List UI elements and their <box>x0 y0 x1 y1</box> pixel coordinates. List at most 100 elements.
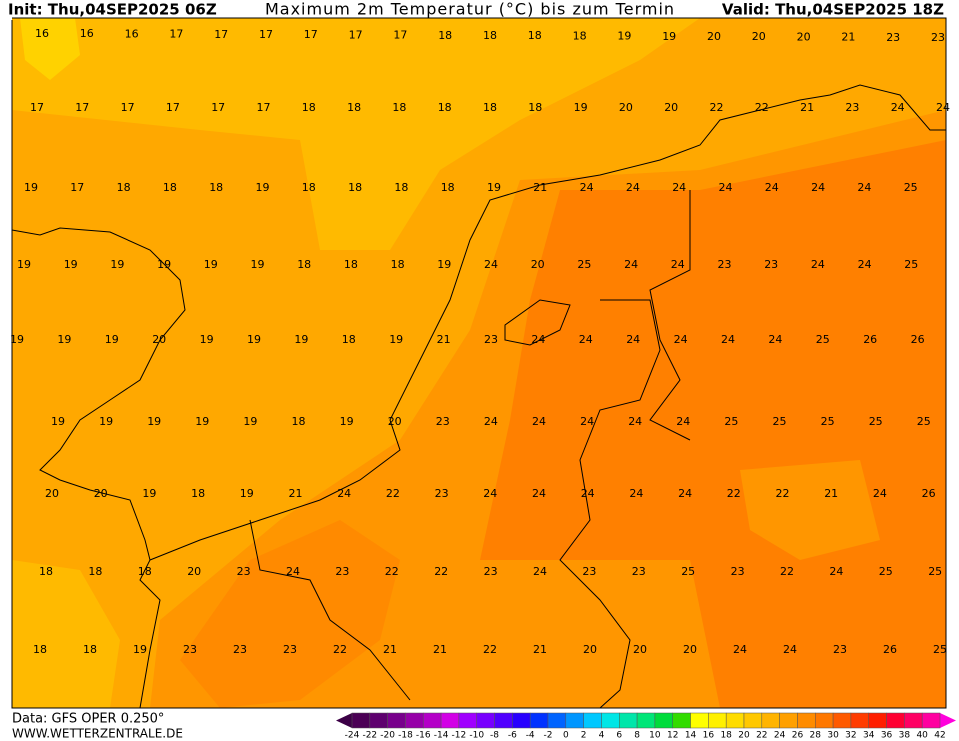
temperature-value: 21 <box>437 333 451 346</box>
legend-label: -2 <box>544 731 553 741</box>
temperature-value: 19 <box>662 30 676 43</box>
temperature-value: 24 <box>936 101 950 114</box>
legend-label: 18 <box>720 731 732 741</box>
valid-time: Valid: Thu,04SEP2025 18Z <box>722 1 944 19</box>
temperature-value: 24 <box>531 333 545 346</box>
temperature-value: 18 <box>483 29 497 42</box>
temperature-value: 17 <box>30 101 44 114</box>
legend-swatch <box>725 712 745 729</box>
legend-swatch <box>512 712 531 729</box>
temperature-value: 17 <box>70 181 84 194</box>
temperature-value: 24 <box>532 487 546 500</box>
temperature-value: 24 <box>829 565 843 578</box>
cool-area <box>12 18 700 250</box>
temperature-value: 23 <box>833 643 847 656</box>
cool-area <box>12 560 120 708</box>
temperature-value: 17 <box>121 101 135 114</box>
temperature-value: 19 <box>64 258 78 271</box>
legend-swatch <box>529 712 549 729</box>
legend-label: 14 <box>685 731 697 741</box>
temperature-value: 19 <box>195 415 209 428</box>
legend-swatch <box>583 712 602 729</box>
legend-swatch <box>672 712 691 729</box>
temperature-value: 22 <box>780 565 794 578</box>
temperature-value: 24 <box>678 487 692 500</box>
temperature-value: 24 <box>484 258 498 271</box>
temperature-value: 20 <box>94 487 108 500</box>
temperature-value: 25 <box>724 415 738 428</box>
temperature-value: 24 <box>672 181 686 194</box>
legend-swatch <box>547 712 567 729</box>
temperature-value: 26 <box>883 643 897 656</box>
temperature-value: 19 <box>110 258 124 271</box>
temperature-value: 18 <box>138 565 152 578</box>
legend-label: -8 <box>490 731 499 741</box>
legend-label: 4 <box>599 731 605 741</box>
legend-label: -10 <box>469 731 484 741</box>
temperature-value: 18 <box>344 258 358 271</box>
temperature-value: 16 <box>80 27 94 40</box>
temperature-value: 21 <box>433 643 447 656</box>
temperature-value: 19 <box>57 333 71 346</box>
legend-label: 40 <box>916 731 928 741</box>
legend-swatch <box>458 712 477 729</box>
temperature-value: 19 <box>133 643 147 656</box>
temperature-value: 19 <box>437 258 451 271</box>
temperature-value: 23 <box>718 258 732 271</box>
legend-label: 20 <box>738 731 750 741</box>
warm-core <box>480 140 946 708</box>
warm-area <box>180 520 400 708</box>
temperature-value: 23 <box>283 643 297 656</box>
temperature-value: 21 <box>824 487 838 500</box>
temperature-value: 19 <box>389 333 403 346</box>
legend-label: 38 <box>899 731 911 741</box>
temperature-value: 19 <box>294 333 308 346</box>
temperature-value: 20 <box>752 30 766 43</box>
temperature-value: 17 <box>259 28 273 41</box>
temperature-value: 18 <box>391 258 405 271</box>
temperature-value: 18 <box>88 565 102 578</box>
temperature-value: 17 <box>166 101 180 114</box>
temperature-value: 24 <box>483 487 497 500</box>
temperature-value: 24 <box>629 487 643 500</box>
temperature-value: 22 <box>776 487 790 500</box>
legend-swatch <box>601 712 620 729</box>
temperature-value: 20 <box>45 487 59 500</box>
temperature-value: 24 <box>873 487 887 500</box>
temperature-value: 17 <box>75 101 89 114</box>
temperature-value: 18 <box>191 487 205 500</box>
temperature-value: 24 <box>337 487 351 500</box>
legend-label: -16 <box>416 731 431 741</box>
legend-label: 0 <box>563 731 569 741</box>
temperature-value: 24 <box>626 181 640 194</box>
temperature-value: 17 <box>214 28 228 41</box>
temperature-value: 25 <box>681 565 695 578</box>
temperature-value: 19 <box>487 181 501 194</box>
temperature-value: 25 <box>933 643 947 656</box>
temperature-value: 23 <box>484 565 498 578</box>
temperature-value: 24 <box>719 181 733 194</box>
legend-swatch <box>850 712 869 729</box>
temperature-value: 18 <box>83 643 97 656</box>
legend-arrow <box>940 713 956 728</box>
temperature-value: 19 <box>240 487 254 500</box>
temperature-value: 19 <box>10 333 24 346</box>
temperature-value: 21 <box>533 643 547 656</box>
temperature-value: 21 <box>383 643 397 656</box>
temperature-value: 24 <box>624 258 638 271</box>
temperature-value: 24 <box>580 181 594 194</box>
temperature-value: 24 <box>581 487 595 500</box>
legend-swatch <box>708 712 727 729</box>
legend-swatch <box>921 712 941 729</box>
temperature-value: 18 <box>573 29 587 42</box>
temperature-value: 19 <box>24 181 38 194</box>
temperature-value: 25 <box>879 565 893 578</box>
temperature-value: 18 <box>163 181 177 194</box>
legend-label: 30 <box>827 731 839 741</box>
temperature-value: 22 <box>434 565 448 578</box>
temperature-value: 25 <box>577 258 591 271</box>
legend-label: 2 <box>581 731 587 741</box>
legend-label: -4 <box>526 731 535 741</box>
temperature-value: 24 <box>721 333 735 346</box>
legend-label: -14 <box>434 731 449 741</box>
